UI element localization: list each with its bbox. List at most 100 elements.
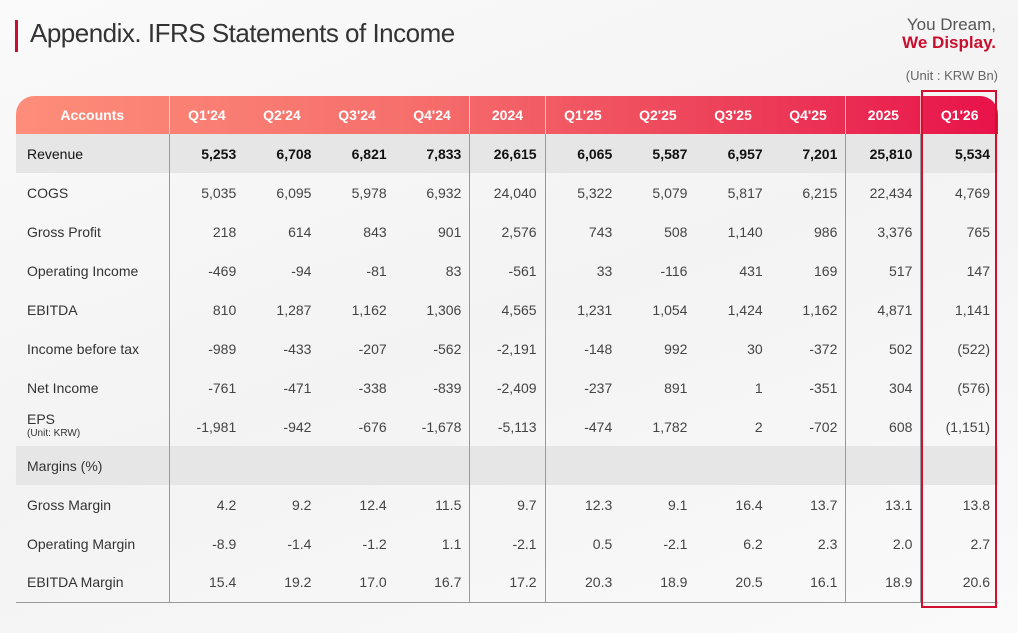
table-cell: 891 (664, 379, 688, 396)
row-label-text: EPS (27, 411, 56, 427)
table-cell: 20.3 (544, 563, 621, 603)
table-cell: 6,821 (319, 134, 395, 173)
table-cell: -5,113 (469, 407, 546, 446)
row-label: EBITDA Margin (16, 563, 170, 603)
table-cell: 608 (845, 407, 921, 446)
table-cell: 1 (754, 379, 763, 396)
table-cell: -471 (283, 379, 312, 396)
table-cell: 7,201 (770, 134, 846, 173)
logo-line2: We Display. (902, 33, 996, 52)
table-cell: 11.5 (435, 496, 462, 513)
table-cell: 986 (814, 223, 838, 240)
table-cell: 1.1 (441, 535, 462, 552)
table-cell: 169 (814, 262, 838, 279)
title-accent-bar (15, 20, 18, 52)
table-cell: -469 (168, 251, 245, 290)
row-label: Net Income (16, 368, 169, 407)
table-cell: -116 (660, 262, 688, 279)
row-label-text: COGS (27, 184, 69, 201)
row-label: EBITDA (16, 290, 169, 329)
table-cell: 12.4 (359, 496, 387, 513)
table-cell: -351 (809, 379, 838, 396)
table-cell: 22,434 (845, 173, 921, 212)
table-cell: 25,810 (845, 134, 921, 173)
table-cell: -942 (283, 418, 312, 435)
row-label: Margins (%) (16, 446, 170, 485)
table-cell: 1,054 (652, 301, 688, 318)
table-cell: 6,708 (244, 134, 320, 173)
table-cell: 6,957 (695, 134, 771, 173)
table-cell: 5,978 (351, 184, 387, 201)
table-cell: 810 (168, 290, 245, 329)
table-cell: 1,162 (802, 301, 838, 318)
row-label: Income before tax (16, 329, 169, 368)
table-cell: 502 (845, 329, 921, 368)
table-cell: 16.7 (394, 563, 470, 603)
table-cell (620, 446, 696, 485)
column-header: Q2'25 (639, 107, 677, 123)
table-cell: 431 (739, 262, 763, 279)
table-cell: -372 (809, 340, 838, 357)
table-cell (695, 446, 771, 485)
table-cell: 2.3 (817, 535, 838, 552)
table-cell: 743 (544, 212, 621, 251)
table-cell: (1,151) (920, 407, 998, 446)
row-label-text: Net Income (27, 379, 99, 396)
page-title: Appendix. IFRS Statements of Income (30, 18, 455, 48)
column-header: 2024 (469, 96, 546, 134)
table-cell: 4,769 (920, 173, 998, 212)
table-cell: 147 (920, 251, 998, 290)
table-cell: 304 (845, 368, 921, 407)
table-row: Revenue 5,253 6,708 6,821 7,833 26,615 6,065 5,… (16, 134, 998, 173)
table-cell: -2.1 (663, 535, 688, 552)
row-label-text: EBITDA Margin (27, 574, 124, 591)
table-cell: 30 (747, 340, 763, 357)
table-cell: 9.7 (469, 485, 546, 524)
table-cell: 12.3 (544, 485, 621, 524)
table-cell: 1,140 (727, 223, 763, 240)
table-cell: 15.4 (168, 563, 245, 603)
table-cell: 24,040 (469, 173, 546, 212)
table-cell: 2 (754, 418, 763, 435)
table-cell (394, 446, 470, 485)
table-cell: 218 (168, 212, 245, 251)
table-cell: -1.2 (362, 535, 387, 552)
table-cell: 1,162 (351, 301, 387, 318)
table-cell (244, 446, 320, 485)
table-cell: 6.2 (743, 535, 763, 552)
row-label-text: EBITDA (27, 301, 78, 318)
row-label: Operating Income (16, 251, 169, 290)
table-cell: 6,215 (802, 184, 838, 201)
row-sublabel: (Unit: KRW) (27, 428, 81, 439)
table-cell: 13.8 (920, 485, 998, 524)
row-label-text: Margins (%) (27, 457, 103, 474)
row-label: COGS (16, 173, 169, 212)
table-cell: 765 (920, 212, 998, 251)
column-header: Q4'25 (789, 107, 827, 123)
table-cell: 26,615 (469, 134, 546, 173)
column-header: Q1'25 (544, 96, 621, 134)
table-cell: 18.9 (845, 563, 921, 603)
table-cell: 4,871 (845, 290, 921, 329)
table-cell: 1,141 (920, 290, 998, 329)
table-cell: 16.4 (735, 496, 763, 513)
table-cell (770, 446, 846, 485)
table-cell: 33 (544, 251, 621, 290)
column-header: Q4'24 (413, 107, 451, 123)
row-label: EPS (Unit: KRW) (16, 407, 169, 446)
table-cell: 2,576 (469, 212, 546, 251)
table-cell (168, 446, 245, 485)
table-cell: -94 (291, 262, 312, 279)
table-cell: 7,833 (394, 134, 470, 173)
table-cell: 1,287 (276, 301, 312, 318)
table-cell: -1,981 (168, 407, 245, 446)
column-header: Q1'24 (168, 96, 245, 134)
table-cell (544, 446, 621, 485)
table-cell: 5,817 (727, 184, 763, 201)
column-header: Q1'26 (920, 96, 998, 134)
table-row: Operating Margin -8.9 -1.4 -1.2 1.1 -2.1 0.5 -2… (16, 524, 998, 563)
table-cell: 5,587 (620, 134, 696, 173)
table-cell: 18.9 (620, 563, 696, 603)
row-label-text: Gross Profit (27, 223, 101, 240)
table-cell: (576) (920, 368, 998, 407)
